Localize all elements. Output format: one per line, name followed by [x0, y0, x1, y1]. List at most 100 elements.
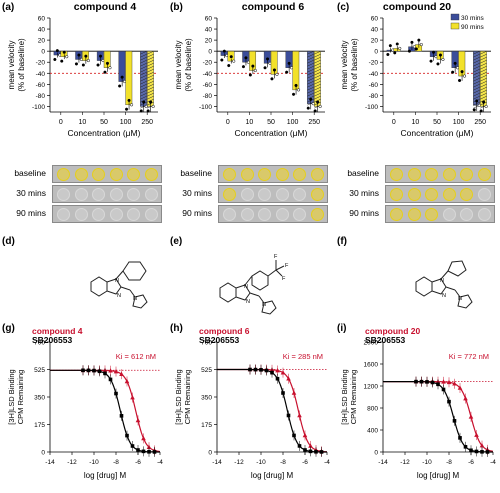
data-point — [92, 368, 96, 373]
bar-hatch — [314, 53, 321, 58]
bar-hatch — [307, 53, 314, 58]
data-point — [272, 68, 277, 72]
y-tick-label: -80 — [36, 93, 46, 100]
data-point — [103, 371, 107, 376]
x-tick-label: 250 — [141, 119, 153, 126]
svg-text:N: N — [246, 299, 250, 305]
x-axis-label: Concentration (μM) — [68, 128, 141, 138]
y-tick-label: -40 — [369, 71, 379, 78]
data-point — [81, 63, 85, 67]
fluorine-label: F — [282, 276, 286, 282]
data-point — [479, 443, 485, 448]
x-tick-label: 10 — [246, 119, 254, 126]
bar-hatch — [307, 95, 314, 100]
well — [127, 168, 140, 181]
data-point — [105, 61, 110, 65]
data-point — [142, 100, 146, 104]
data-point — [303, 448, 307, 452]
y-axis-label: [3H]LSD Binding — [174, 369, 183, 424]
data-point — [222, 49, 226, 53]
x-tick-label: -8 — [113, 459, 119, 466]
fit-curve — [383, 381, 494, 452]
data-point — [248, 73, 252, 77]
bar-hatch — [307, 62, 314, 67]
data-point — [98, 54, 103, 58]
data-point — [113, 369, 119, 374]
well — [275, 168, 289, 181]
bar-hatch — [314, 68, 321, 73]
fluorine-label: F — [274, 254, 278, 260]
data-point — [232, 59, 236, 63]
data-point — [468, 414, 474, 419]
well-strip — [218, 205, 328, 223]
data-point — [438, 53, 443, 57]
bar-hatch — [473, 62, 480, 67]
x-axis-label: log [drug] M — [84, 471, 127, 480]
data-point — [484, 104, 488, 109]
data-point — [314, 449, 318, 454]
data-point — [474, 432, 479, 437]
x-tick-label: 100 — [287, 119, 299, 126]
bar-hatch — [140, 71, 147, 76]
data-point — [458, 78, 462, 83]
well — [92, 208, 105, 221]
data-point — [135, 417, 141, 423]
well — [57, 208, 70, 221]
x-tick-label: -12 — [400, 459, 410, 466]
data-point — [436, 382, 440, 387]
panel-title-a: compound 4 — [73, 1, 137, 13]
data-point — [458, 436, 462, 440]
well — [258, 188, 271, 201]
data-point — [62, 50, 66, 54]
data-point — [430, 380, 435, 385]
y-tick-label: 175 — [34, 422, 45, 429]
bar — [473, 50, 480, 106]
bar-hatch — [307, 86, 314, 91]
y-tick-label: 525 — [34, 367, 45, 374]
bar-hatch — [314, 59, 321, 64]
data-point — [248, 367, 252, 372]
x-tick-label: -10 — [422, 459, 432, 466]
y-tick-label: 350 — [34, 395, 45, 402]
bar-hatch — [307, 89, 314, 94]
well — [127, 208, 140, 221]
data-point — [447, 399, 451, 404]
x-axis-label: Concentration (μM) — [235, 128, 308, 138]
well — [144, 168, 158, 181]
x-tick-label: -4 — [490, 459, 496, 466]
y-tick-label: -60 — [36, 82, 46, 89]
svg-text:N: N — [117, 293, 121, 299]
x-tick-label: -10 — [256, 459, 266, 466]
bar-chart-compound-20: mean velocity (% of baseline) 60 40 20 0 -20 -4… — [340, 13, 491, 138]
bar-hatch — [147, 95, 154, 100]
bar-hatch — [147, 71, 154, 76]
well — [293, 188, 306, 201]
y-tick-label: 700 — [201, 340, 212, 347]
bar-hatch — [147, 83, 154, 88]
bar-hatch — [140, 89, 147, 94]
well-row-label: 30 mins — [349, 188, 379, 198]
data-point — [407, 49, 411, 53]
y-axis-label: [3H]LSD Binding — [340, 369, 349, 424]
data-point — [141, 435, 146, 441]
y-tick-label: -100 — [32, 104, 45, 111]
bar-hatch — [473, 80, 480, 85]
well-row-label: baseline — [347, 168, 379, 178]
data-point — [472, 108, 476, 112]
bar-hatch — [147, 59, 154, 64]
y-tick-label: 40 — [205, 27, 213, 34]
y-tick-label: 700 — [34, 340, 45, 347]
y-tick-label: -60 — [369, 82, 379, 89]
well — [293, 208, 306, 221]
data-point — [55, 49, 59, 53]
well — [109, 208, 123, 221]
well — [310, 188, 324, 201]
bar-hatch — [480, 71, 487, 76]
data-point — [119, 414, 124, 418]
well — [74, 188, 88, 201]
y-tick-label: 20 — [38, 38, 46, 45]
data-point — [60, 59, 64, 63]
bar-hatch — [140, 68, 147, 73]
well — [425, 188, 438, 201]
